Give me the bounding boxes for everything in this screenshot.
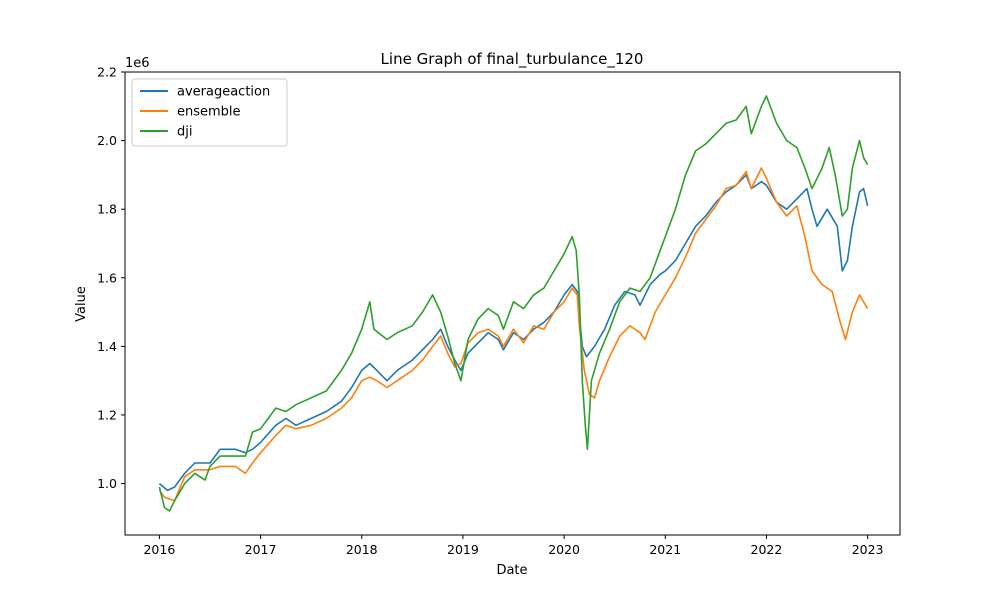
y-tick-label: 1.2	[97, 407, 117, 422]
x-tick-label: 2018	[346, 542, 378, 557]
x-tick-label: 2022	[751, 542, 783, 557]
series-line-ensemble	[158, 167, 869, 502]
x-tick-label: 2019	[447, 542, 479, 557]
y-tick-label: 1.6	[97, 270, 117, 285]
y-tick-label: 1.0	[97, 476, 117, 491]
x-tick-label: 2021	[649, 542, 681, 557]
x-tick-label: 2017	[245, 542, 277, 557]
legend-label-dji: dji	[177, 125, 192, 140]
x-tick-label: 2016	[143, 542, 175, 557]
plot-frame	[124, 71, 901, 536]
y-multiplier-label: 1e6	[125, 56, 150, 71]
legend-label-averageaction: averageaction	[177, 85, 270, 100]
chart-title: Line Graph of final_turbulance_120	[381, 50, 644, 69]
legend: averageaction ensemble dji	[131, 78, 288, 147]
y-tick-label: 1.8	[97, 202, 117, 217]
axes-layer: 2016 2017 2018 2019 2020 2021 2022 2023 1.0 1.2 1.…	[97, 65, 901, 557]
y-tick-label: 2.0	[97, 133, 117, 148]
x-tick-label: 2020	[548, 542, 580, 557]
series-line-dji	[158, 95, 869, 512]
series-layer	[158, 95, 869, 512]
y-tick-label: 1.4	[97, 339, 117, 354]
x-axis-label: Date	[496, 563, 527, 578]
x-tick-label: 2023	[852, 542, 884, 557]
legend-box	[131, 78, 288, 147]
y-axis-label: Value	[74, 286, 89, 322]
y-tick-label: 2.2	[97, 65, 117, 80]
series-line-averageaction	[158, 174, 869, 492]
legend-label-ensemble: ensemble	[177, 105, 241, 120]
